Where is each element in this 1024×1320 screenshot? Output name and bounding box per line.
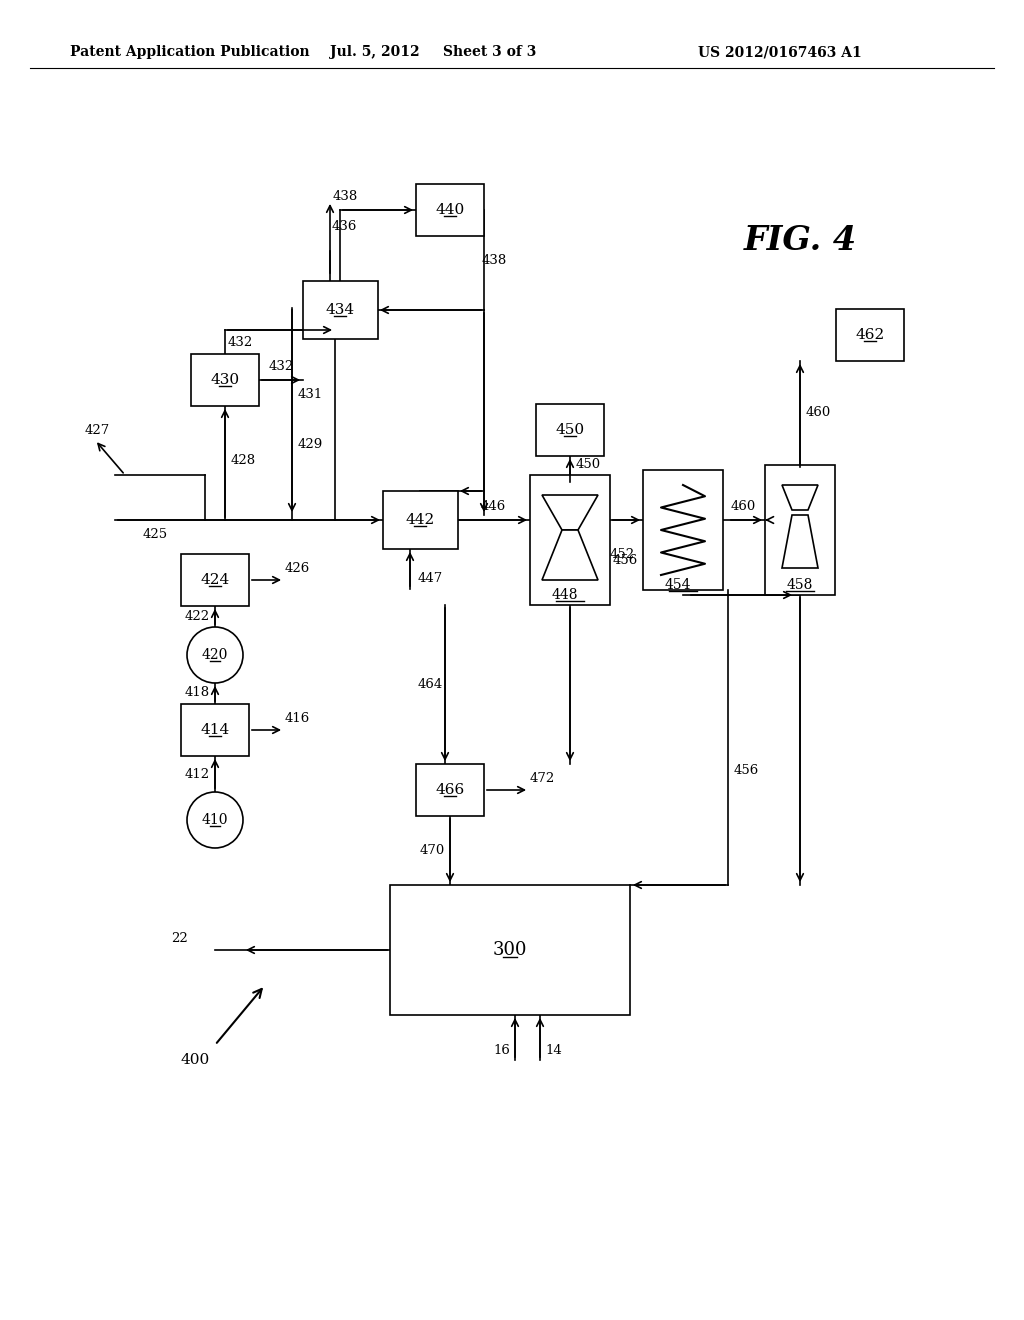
FancyBboxPatch shape <box>643 470 723 590</box>
Text: 438: 438 <box>481 253 507 267</box>
Text: 416: 416 <box>285 711 309 725</box>
FancyBboxPatch shape <box>383 491 458 549</box>
Text: 450: 450 <box>575 458 600 471</box>
Text: 438: 438 <box>333 190 357 202</box>
Text: 16: 16 <box>494 1044 510 1056</box>
FancyBboxPatch shape <box>191 354 259 407</box>
FancyBboxPatch shape <box>390 884 630 1015</box>
Text: 434: 434 <box>326 304 354 317</box>
Text: 447: 447 <box>418 573 442 586</box>
Polygon shape <box>782 515 818 568</box>
FancyBboxPatch shape <box>181 554 249 606</box>
Polygon shape <box>542 495 598 531</box>
Text: 412: 412 <box>184 768 210 781</box>
FancyBboxPatch shape <box>302 281 378 339</box>
Text: 458: 458 <box>786 578 813 591</box>
Circle shape <box>187 792 243 847</box>
Text: 440: 440 <box>435 203 465 216</box>
Polygon shape <box>782 484 818 510</box>
Text: 400: 400 <box>180 1053 210 1067</box>
Text: 456: 456 <box>733 763 759 776</box>
Text: 432: 432 <box>268 359 294 372</box>
Text: 14: 14 <box>546 1044 562 1056</box>
Text: 452: 452 <box>609 549 635 561</box>
Polygon shape <box>542 531 598 579</box>
Text: 436: 436 <box>332 219 356 232</box>
Text: 462: 462 <box>855 327 885 342</box>
Text: FIG. 4: FIG. 4 <box>743 223 856 256</box>
Text: 454: 454 <box>665 578 691 591</box>
Text: 460: 460 <box>730 499 756 512</box>
Text: 430: 430 <box>211 374 240 387</box>
Text: 425: 425 <box>142 528 168 540</box>
FancyBboxPatch shape <box>530 475 610 605</box>
Text: 450: 450 <box>555 422 585 437</box>
Text: 472: 472 <box>529 771 555 784</box>
Text: 428: 428 <box>230 454 256 466</box>
Text: 460: 460 <box>805 407 830 420</box>
Text: Patent Application Publication: Patent Application Publication <box>70 45 309 59</box>
FancyBboxPatch shape <box>765 465 835 595</box>
Text: 426: 426 <box>285 561 309 574</box>
Text: 424: 424 <box>201 573 229 587</box>
FancyBboxPatch shape <box>836 309 904 360</box>
Text: 431: 431 <box>297 388 323 401</box>
Text: 432: 432 <box>227 335 253 348</box>
Text: 420: 420 <box>202 648 228 663</box>
Circle shape <box>187 627 243 682</box>
Text: 427: 427 <box>84 424 110 437</box>
Text: 470: 470 <box>420 843 444 857</box>
Text: 448: 448 <box>552 587 579 602</box>
Text: 410: 410 <box>202 813 228 828</box>
Text: 418: 418 <box>184 685 210 698</box>
FancyBboxPatch shape <box>536 404 604 455</box>
FancyBboxPatch shape <box>416 183 484 236</box>
Text: 456: 456 <box>612 553 638 566</box>
Text: Sheet 3 of 3: Sheet 3 of 3 <box>443 45 537 59</box>
FancyBboxPatch shape <box>416 764 484 816</box>
Text: 300: 300 <box>493 941 527 960</box>
Text: 442: 442 <box>406 513 434 527</box>
Text: 414: 414 <box>201 723 229 737</box>
Text: 429: 429 <box>297 438 323 451</box>
Text: 466: 466 <box>435 783 465 797</box>
Text: US 2012/0167463 A1: US 2012/0167463 A1 <box>698 45 862 59</box>
Text: 446: 446 <box>480 499 506 512</box>
Text: 22: 22 <box>172 932 188 945</box>
Text: 464: 464 <box>418 677 442 690</box>
FancyBboxPatch shape <box>181 704 249 756</box>
Text: Jul. 5, 2012: Jul. 5, 2012 <box>330 45 420 59</box>
Text: 422: 422 <box>184 610 210 623</box>
